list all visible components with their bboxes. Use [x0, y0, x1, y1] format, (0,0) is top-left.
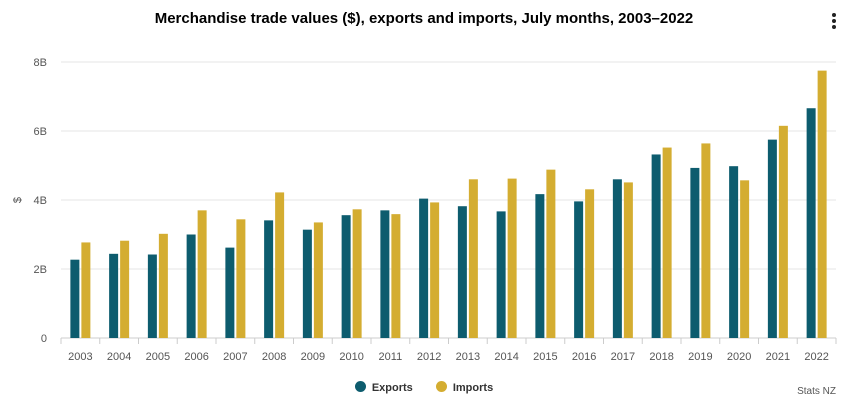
x-tick-label: 2006 — [184, 351, 208, 363]
x-tick-label: 2014 — [494, 351, 518, 363]
y-tick-label: 0 — [41, 333, 47, 345]
bar-exports-2022 — [806, 108, 816, 338]
bar-imports-2008 — [275, 192, 285, 338]
bar-exports-2012 — [419, 198, 429, 338]
more-vertical-icon — [832, 13, 836, 17]
x-tick-label: 2019 — [688, 351, 712, 363]
x-tick-label: 2016 — [572, 351, 596, 363]
bar-exports-2013 — [457, 206, 467, 338]
bar-imports-2009 — [313, 222, 323, 338]
bar-imports-2004 — [120, 240, 130, 338]
legend-label-exports: Exports — [371, 382, 413, 394]
x-tick-label: 2004 — [107, 351, 131, 363]
bar-exports-2003 — [70, 259, 80, 338]
x-tick-label: 2018 — [649, 351, 673, 363]
x-tick-label: 2005 — [146, 351, 170, 363]
bar-exports-2010 — [341, 215, 351, 338]
bar-imports-2005 — [158, 233, 168, 338]
bar-imports-2007 — [236, 219, 246, 338]
x-tick-label: 2009 — [301, 351, 325, 363]
legend-label-imports: Imports — [452, 382, 494, 394]
chart-credit[interactable]: Stats NZ — [797, 386, 836, 397]
x-tick-label: 2012 — [417, 351, 441, 363]
more-vertical-icon-dot — [832, 19, 836, 23]
x-tick-label: 2020 — [727, 351, 751, 363]
bar-exports-2019 — [690, 167, 700, 338]
bar-imports-2012 — [430, 202, 440, 338]
x-tick-label: 2015 — [533, 351, 557, 363]
bar-exports-2020 — [729, 166, 739, 338]
x-tick-label: 2008 — [262, 351, 286, 363]
bar-imports-2016 — [585, 189, 595, 338]
bar-imports-2018 — [662, 147, 672, 338]
y-tick-label: 4B — [34, 195, 47, 207]
chart-title: Merchandise trade values ($), exports an… — [154, 10, 694, 27]
bar-exports-2018 — [651, 154, 661, 338]
bar-imports-2015 — [546, 169, 556, 338]
x-tick-label: 2013 — [456, 351, 480, 363]
bar-imports-2011 — [391, 214, 401, 338]
bar-imports-2010 — [352, 209, 362, 338]
bar-imports-2014 — [507, 178, 517, 338]
bar-exports-2015 — [535, 194, 545, 338]
bar-imports-2020 — [740, 180, 750, 338]
bar-imports-2013 — [468, 179, 478, 338]
bar-exports-2008 — [264, 220, 274, 338]
chart-menu-button[interactable] — [824, 10, 844, 32]
bar-imports-2021 — [778, 125, 788, 338]
bar-exports-2016 — [574, 201, 584, 338]
x-tick-label: 2003 — [68, 351, 92, 363]
x-tick-label: 2011 — [379, 351, 403, 363]
bar-imports-2019 — [701, 143, 711, 338]
bar-exports-2017 — [612, 179, 622, 338]
bar-imports-2022 — [817, 70, 827, 338]
legend-item-imports[interactable]: Imports — [435, 381, 494, 394]
bar-exports-2007 — [225, 247, 235, 338]
bar-exports-2006 — [186, 234, 196, 338]
y-tick-label: 2B — [34, 264, 47, 276]
x-tick-label: 2021 — [766, 351, 790, 363]
legend-swatch-imports — [435, 381, 447, 392]
x-tick-label: 2010 — [339, 351, 363, 363]
legend-item-exports[interactable]: Exports — [354, 381, 413, 394]
y-tick-label: 8B — [34, 57, 47, 69]
bar-exports-2005 — [147, 254, 157, 338]
x-tick-label: 2022 — [804, 351, 828, 363]
x-tick-label: 2017 — [611, 351, 635, 363]
bar-exports-2014 — [496, 211, 506, 338]
bar-exports-2004 — [109, 253, 119, 338]
bar-imports-2006 — [197, 210, 207, 338]
bar-imports-2003 — [81, 242, 91, 338]
x-tick-label: 2007 — [223, 351, 247, 363]
more-vertical-icon-dot — [832, 25, 836, 29]
bar-imports-2017 — [623, 182, 633, 338]
bar-exports-2011 — [380, 210, 390, 338]
legend: Exports Imports — [0, 381, 848, 394]
y-axis-title: $ — [12, 197, 24, 203]
bar-exports-2021 — [767, 139, 777, 338]
y-tick-label: 6B — [34, 126, 47, 138]
legend-swatch-exports — [354, 381, 366, 392]
bar-exports-2009 — [302, 229, 312, 338]
